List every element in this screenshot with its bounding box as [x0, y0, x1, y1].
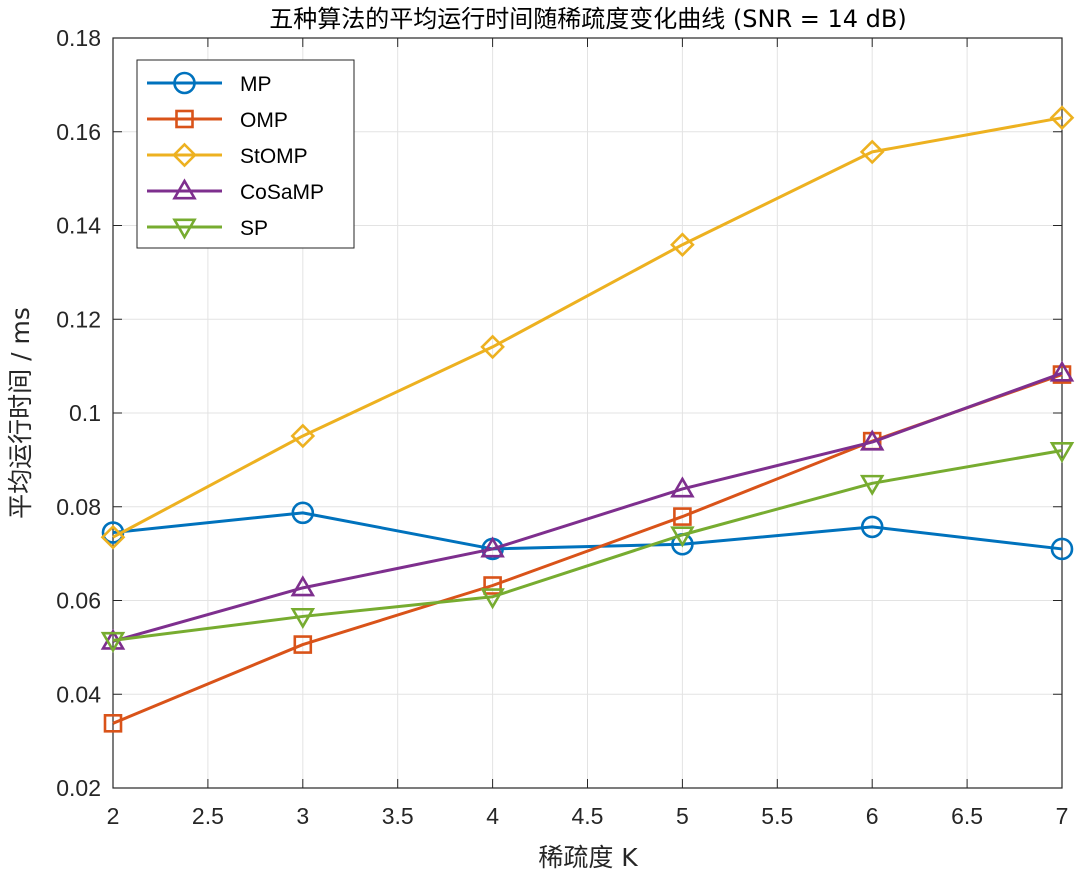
data-point-omp — [293, 635, 313, 654]
legend-marker-stomp — [172, 142, 197, 168]
x-tick-label: 3 — [296, 803, 309, 829]
series-layer — [100, 105, 1075, 733]
data-point-stomp — [1049, 105, 1075, 131]
x-tick-label: 5.5 — [761, 803, 793, 829]
x-tick-label: 2.5 — [192, 803, 224, 829]
data-point-cosamp — [1049, 360, 1075, 382]
data-point-omp — [103, 714, 123, 733]
y-tick-label: 0.02 — [56, 775, 101, 801]
data-point-stomp — [480, 334, 505, 360]
data-point-omp — [673, 507, 692, 526]
y-tick-label: 0.18 — [56, 25, 101, 51]
data-point-stomp — [100, 524, 126, 550]
x-tick-label: 4 — [486, 803, 499, 829]
data-point-sp — [859, 474, 885, 496]
y-axis-label: 平均运行时间 / ms — [6, 307, 35, 519]
series-sp — [100, 441, 1075, 653]
legend-marker-sp — [172, 218, 197, 240]
data-point-sp — [290, 607, 316, 630]
x-axis-label: 稀疏度 K — [538, 843, 638, 872]
y-tick-label: 0.14 — [56, 213, 101, 239]
data-point-sp — [670, 526, 695, 548]
data-point-omp — [483, 576, 502, 595]
x-tick-label: 4.5 — [572, 803, 604, 829]
legend-marker-mp — [173, 71, 196, 95]
data-point-sp — [480, 588, 505, 610]
legend-label-stomp: StOMP — [240, 145, 308, 168]
data-point-cosamp — [290, 575, 316, 597]
data-point-stomp — [290, 423, 316, 449]
data-point-sp — [100, 631, 126, 653]
series-line-cosamp — [112, 371, 1063, 643]
y-tick-label: 0.16 — [56, 119, 101, 145]
x-tick-label: 6.5 — [951, 803, 983, 829]
data-point-stomp — [859, 139, 885, 165]
x-tick-label: 5 — [676, 803, 689, 829]
legend-item-omp: OMP — [147, 109, 288, 132]
legend-item-mp: MP — [147, 71, 272, 96]
legend-item-sp: SP — [147, 217, 268, 240]
data-point-mp — [291, 501, 315, 525]
y-tick-label: 0.08 — [56, 494, 101, 520]
data-point-mp — [1050, 537, 1074, 561]
data-point-stomp — [670, 232, 695, 258]
legend-label-mp: MP — [240, 73, 272, 96]
chart-title: 五种算法的平均运行时间随稀疏度变化曲线 (SNR = 14 dB) — [269, 5, 906, 33]
legend-label-sp: SP — [240, 217, 268, 240]
y-tick-label: 0.06 — [56, 588, 101, 614]
legend-label-cosamp: CoSaMP — [240, 181, 324, 204]
series-line-sp — [112, 449, 1063, 642]
series-mp — [101, 501, 1074, 561]
legend-item-stomp: StOMP — [147, 142, 308, 168]
data-point-mp — [860, 515, 884, 539]
legend-label-omp: OMP — [240, 109, 288, 132]
x-tick-label: 3.5 — [382, 803, 414, 829]
series-line-mp — [112, 511, 1063, 551]
data-point-sp — [1049, 441, 1075, 464]
data-point-cosamp — [859, 429, 885, 451]
x-tick-label: 7 — [1056, 803, 1069, 829]
legend-item-cosamp: CoSaMP — [147, 178, 324, 204]
y-tick-label: 0.12 — [56, 306, 101, 332]
legend: MP OMP StOMP CoSaMP SP — [136, 59, 355, 249]
legend-marker-omp — [175, 109, 194, 129]
y-tick-label: 0.04 — [56, 681, 101, 707]
series-line-stomp — [112, 116, 1063, 539]
series-stomp — [100, 105, 1075, 550]
axis-ticks: 2 2.5 3 3.5 4 4.5 5 5.5 6 6.5 7 0.02 0.04 0.06 0.08 0.1… — [56, 25, 1068, 829]
x-tick-label: 6 — [866, 803, 879, 829]
grid — [113, 38, 1062, 788]
y-tick-label: 0.1 — [69, 400, 101, 426]
data-point-cosamp — [670, 476, 695, 498]
x-tick-label: 2 — [107, 803, 120, 829]
data-point-cosamp — [480, 536, 505, 558]
legend-marker-cosamp — [172, 178, 197, 200]
